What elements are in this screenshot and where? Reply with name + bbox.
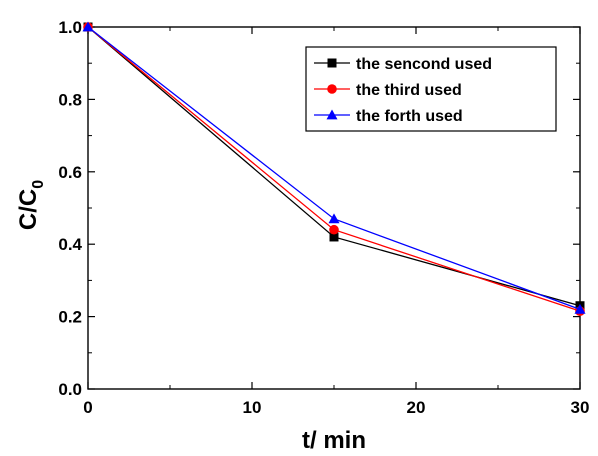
legend-marker-triangle (326, 109, 338, 120)
legend-item: the forth used (314, 108, 463, 125)
legend-item: the third used (314, 82, 462, 99)
series-3 (82, 21, 586, 314)
x-axis: 0 10 20 30 (83, 27, 589, 417)
x-tick-label: 20 (407, 398, 426, 417)
legend-marker-square (327, 58, 337, 68)
legend-label: the forth used (356, 108, 463, 125)
y-tick-label: 1.0 (58, 18, 82, 37)
y-axis-title-subscript: 0 (30, 180, 47, 189)
y-axis-title: C/C0 (15, 180, 47, 230)
y-tick-label: 0.0 (58, 380, 82, 399)
y-tick-label: 0.2 (58, 308, 82, 327)
y-tick-label: 0.4 (58, 235, 82, 254)
legend-item: the sencond used (314, 56, 492, 73)
data-point-circle (329, 224, 339, 235)
data-point-square (329, 232, 339, 242)
x-tick-label: 0 (83, 398, 92, 417)
x-tick-label: 10 (243, 398, 262, 417)
legend-label: the third used (356, 82, 462, 99)
svg-text:C/C0: C/C0 (15, 180, 47, 230)
y-tick-label: 0.8 (58, 90, 82, 109)
series-layer (82, 21, 586, 316)
x-tick-label: 30 (571, 398, 590, 417)
legend-marker-circle (327, 84, 337, 94)
y-tick-label: 0.6 (58, 163, 82, 182)
data-point-triangle (328, 213, 340, 224)
y-axis: 0.0 0.2 0.4 0.6 0.8 1.0 (58, 18, 580, 399)
y-axis-title-main: C/C (15, 189, 42, 230)
data-point-triangle (82, 21, 94, 32)
legend: the sencond used the third used the forth … (305, 46, 557, 132)
data-point-triangle (574, 303, 586, 314)
legend-label: the sencond used (356, 56, 492, 73)
x-axis-title: t/ min (302, 427, 366, 454)
